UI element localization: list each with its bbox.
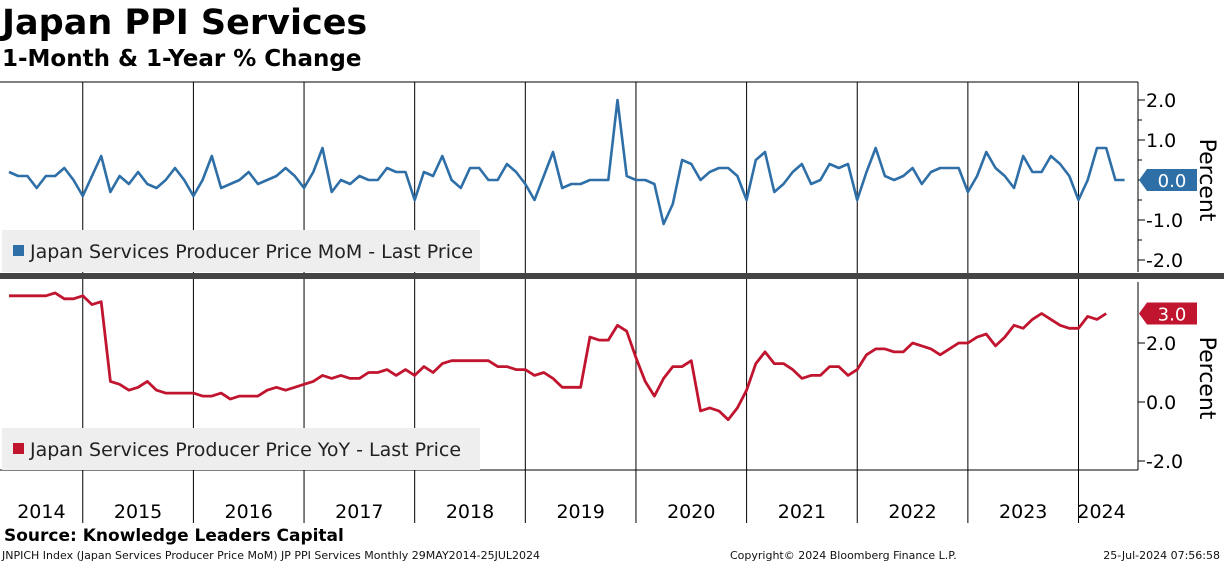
chart-subtitle: 1-Month & 1-Year % Change (2, 46, 362, 72)
x-year-label-2022: 2022 (888, 501, 936, 523)
mom-last-value-badge (1139, 169, 1197, 191)
yoy-legend-label: Japan Services Producer Price YoY - Last… (29, 439, 461, 461)
x-year-label-2017: 2017 (335, 501, 383, 523)
x-year-label-2020: 2020 (667, 501, 715, 523)
yoy-ytick-label-0: 2.0 (1146, 333, 1176, 355)
yoy-legend-box (2, 428, 480, 470)
mom-legend-label: Japan Services Producer Price MoM - Last… (29, 241, 473, 263)
footer-copyright: Copyright© 2024 Bloomberg Finance L.P. (730, 549, 957, 562)
chart-title: Japan PPI Services (2, 3, 368, 43)
mom-legend-box (2, 230, 480, 272)
mom-ytick-label-0: 2.0 (1146, 90, 1176, 112)
yoy-last-value-label: 3.0 (1158, 305, 1187, 326)
x-year-label-2021: 2021 (778, 501, 826, 523)
mom-series-line (8, 98, 1125, 226)
yoy-ytick-label-2: -2.0 (1146, 451, 1183, 473)
yoy-legend-swatch (13, 443, 24, 454)
yoy-ytick-label-1: 0.0 (1146, 392, 1176, 414)
panel-separator (0, 273, 1224, 279)
x-year-label-2015: 2015 (114, 501, 162, 523)
footer-index-info: JNPICH Index (Japan Services Producer Pr… (2, 549, 541, 562)
yoy-last-value-badge (1139, 302, 1197, 325)
mom-legend-swatch (13, 245, 24, 256)
mom-ytick-label-4: -2.0 (1146, 250, 1183, 272)
x-year-label-2014: 2014 (17, 501, 65, 523)
x-year-label-2024: 2024 (1077, 501, 1125, 523)
yoy-axis-title: Percent (1194, 337, 1219, 420)
mom-ytick-label-1: 1.0 (1146, 130, 1176, 152)
x-year-label-2019: 2019 (556, 501, 604, 523)
x-year-label-2023: 2023 (999, 501, 1047, 523)
x-year-label-2016: 2016 (225, 501, 273, 523)
x-year-label-2018: 2018 (446, 501, 494, 523)
footer-timestamp: 25-Jul-2024 07:56:58 (1103, 549, 1220, 562)
source-note: Source: Knowledge Leaders Capital (4, 526, 344, 546)
mom-ytick-label-3: -1.0 (1146, 210, 1183, 232)
yoy-series-line (9, 291, 1107, 422)
mom-last-value-label: 0.0 (1158, 171, 1187, 192)
mom-axis-title: Percent (1194, 139, 1219, 222)
